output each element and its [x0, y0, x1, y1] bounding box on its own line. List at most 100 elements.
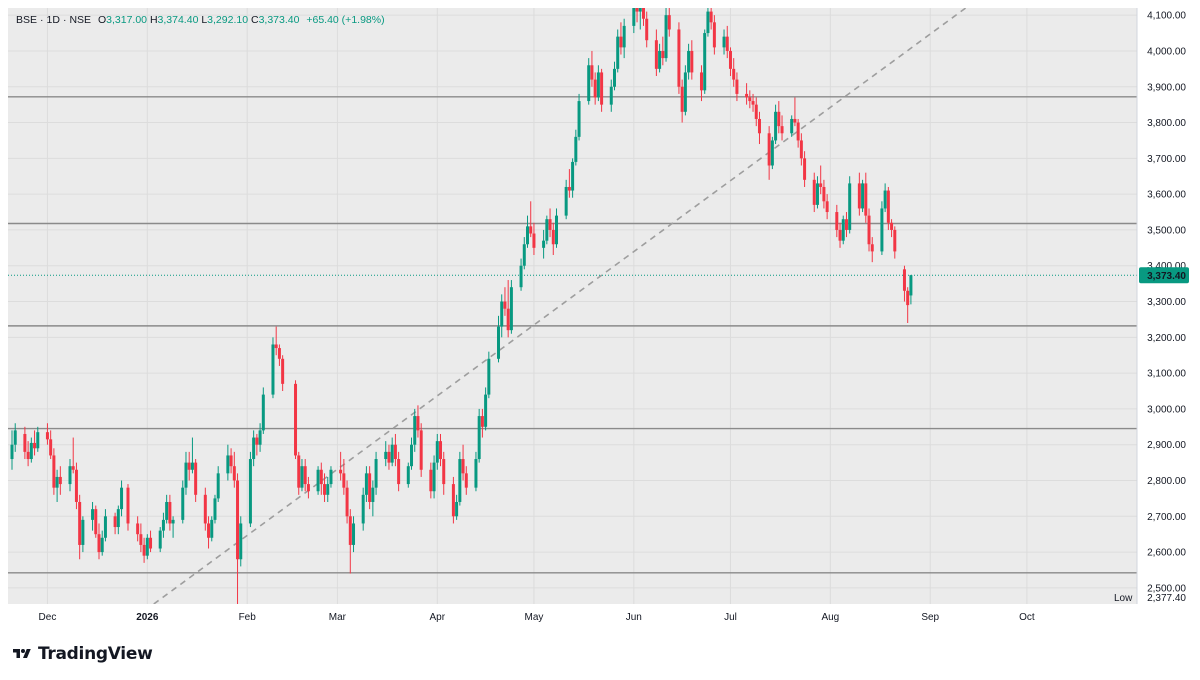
candle-body: [770, 140, 774, 166]
legend-symbol[interactable]: BSE: [16, 14, 38, 26]
candle-body: [458, 459, 462, 502]
candle: [699, 65, 703, 102]
candle: [36, 426, 40, 452]
candle: [529, 201, 533, 238]
candle: [577, 93, 581, 141]
candle-body: [248, 459, 252, 524]
candle: [158, 527, 162, 553]
candle: [822, 179, 826, 209]
candle-body: [255, 437, 259, 445]
candle: [477, 408, 481, 463]
candle: [838, 222, 842, 248]
candle: [116, 505, 120, 535]
price-axis[interactable]: 2,500.00 2,600.00 2,700.00 2,800.00 2,900.00…: [1136, 0, 1200, 632]
candle: [706, 8, 710, 37]
candle: [487, 351, 491, 399]
candle-body: [406, 466, 410, 485]
candle-body: [632, 8, 636, 26]
candle: [413, 408, 417, 452]
candle: [277, 344, 281, 366]
candle: [339, 451, 343, 481]
time-tick-label: Oct: [1019, 612, 1035, 623]
candle-body: [526, 226, 530, 245]
candle: [567, 169, 571, 198]
candle: [571, 158, 575, 198]
candle: [142, 537, 146, 563]
candle: [458, 451, 462, 506]
brand-logo[interactable]: TradingView: [10, 644, 153, 664]
candle: [161, 512, 165, 538]
price-tick-label: 3,600.00: [1147, 190, 1186, 201]
candle: [638, 8, 642, 30]
candle-body: [909, 275, 913, 296]
candle: [609, 79, 613, 112]
candle-body: [158, 530, 162, 549]
candle: [796, 118, 800, 148]
candle: [683, 65, 687, 116]
candle-body: [654, 40, 658, 69]
candle-body: [10, 444, 14, 460]
candle-body: [103, 516, 107, 538]
candle-body: [751, 101, 755, 105]
candle: [45, 423, 49, 445]
candle: [461, 444, 465, 481]
candle-body: [345, 487, 349, 517]
candle: [880, 201, 884, 255]
candle: [497, 315, 501, 363]
candle-body: [94, 509, 98, 535]
price-tick-label: 3,400.00: [1147, 261, 1186, 272]
candle-body: [261, 394, 265, 431]
candle-body: [184, 462, 188, 488]
candle-body: [171, 519, 175, 524]
price-tick-label: 3,700.00: [1147, 154, 1186, 165]
candle-body: [416, 416, 420, 431]
candle-body: [774, 111, 778, 141]
candle-body: [49, 439, 53, 456]
candle: [635, 8, 639, 23]
candle: [867, 208, 871, 252]
candle: [145, 534, 149, 560]
candle: [864, 172, 868, 223]
candle: [13, 423, 17, 452]
candle-body: [78, 501, 82, 545]
candle: [306, 476, 310, 499]
legend-interval[interactable]: 1D: [46, 14, 60, 26]
candle-body: [229, 455, 233, 467]
candle: [728, 47, 732, 77]
candle: [274, 326, 278, 356]
price-tick-label: 3,200.00: [1147, 333, 1186, 344]
candle-body: [71, 466, 75, 470]
legend-exchange: NSE: [69, 14, 92, 26]
candle: [113, 512, 117, 535]
candle: [184, 451, 188, 495]
candle: [190, 437, 194, 474]
candle-body: [844, 219, 848, 230]
candle: [632, 8, 636, 34]
candle-body: [145, 537, 149, 556]
candle-body: [323, 484, 327, 495]
candle-body: [207, 523, 211, 538]
candle-body: [893, 229, 897, 252]
candle: [210, 516, 214, 542]
candle: [255, 433, 259, 456]
candle: [844, 212, 848, 238]
candle: [29, 437, 33, 463]
candle: [387, 444, 391, 470]
time-axis[interactable]: Dec 2026 Feb Mar Apr May Jun Jul Aug Sep Oct: [39, 612, 1035, 623]
candle: [345, 480, 349, 524]
candle-body: [461, 459, 465, 474]
candle-body: [139, 534, 143, 545]
candle-body: [100, 537, 104, 553]
candle-body: [213, 498, 217, 520]
candle: [397, 451, 401, 492]
candle-body: [277, 348, 281, 359]
candle-body: [74, 469, 78, 502]
candle-body: [348, 516, 352, 545]
price-tick-label: 3,900.00: [1147, 82, 1186, 93]
candle-body: [551, 229, 555, 245]
time-tick-label: Feb: [239, 612, 257, 623]
trendline[interactable]: [153, 8, 967, 604]
candle-body: [883, 190, 887, 209]
candle-body: [600, 72, 604, 105]
